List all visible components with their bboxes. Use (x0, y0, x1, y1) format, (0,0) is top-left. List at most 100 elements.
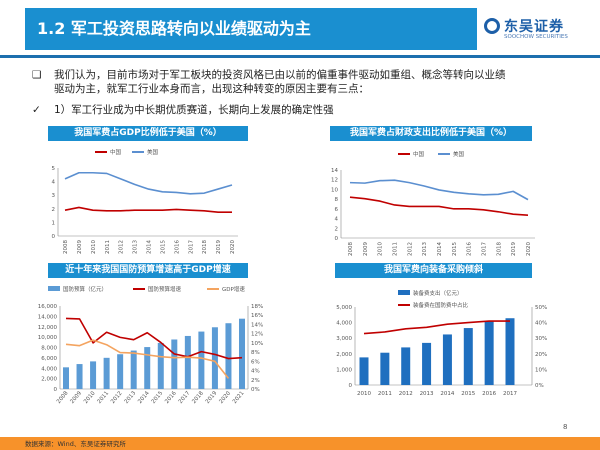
y-tick-label: 2,000 (336, 352, 352, 358)
x-tick-label: 2014 (440, 391, 454, 397)
x-tick-label: 2013 (133, 240, 139, 254)
x-tick-label: 2013 (422, 242, 428, 256)
y2-tick-label: 16% (251, 313, 263, 319)
y-tick-label: 6 (335, 207, 339, 213)
y-tick-label: 4,000 (41, 366, 57, 372)
x-tick-label: 2017 (482, 242, 488, 256)
y-tick-label: 12,000 (38, 325, 58, 331)
y2-tick-label: 8% (251, 350, 260, 356)
y-tick-label: 4 (52, 180, 56, 186)
y-tick-label: 1,000 (336, 367, 352, 373)
y-tick-label: 2 (52, 207, 56, 213)
bar (225, 323, 232, 389)
x-tick-label: 2010 (83, 390, 97, 405)
legend-label: 中国 (110, 148, 122, 156)
y2-tick-label: 0% (535, 383, 544, 389)
x-tick-label: 2009 (363, 242, 369, 256)
y2-tick-label: 12% (251, 332, 263, 338)
y-tick-label: 10 (331, 187, 338, 193)
y-tick-label: 3 (52, 193, 56, 199)
bar (380, 352, 390, 385)
bar (484, 321, 494, 385)
x-tick-label: 2009 (69, 390, 83, 405)
y-tick-label: 0 (52, 234, 56, 240)
page-number: 8 (563, 423, 568, 431)
x-tick-label: 2008 (348, 242, 354, 256)
bar (157, 342, 164, 389)
legend-label: 中国 (413, 150, 425, 158)
chart3-title: 近十年来我国国防预算增速高于GDP增速 (48, 263, 248, 278)
logo-mark-icon (484, 18, 500, 34)
y2-tick-label: 0% (251, 387, 260, 393)
series-line-0 (349, 196, 529, 216)
y-tick-label: 12 (331, 178, 338, 184)
y2-tick-label: 20% (535, 352, 547, 358)
x-tick-label: 2018 (191, 390, 205, 405)
bar (239, 318, 245, 389)
y2-tick-label: 14% (251, 322, 263, 328)
bar (442, 334, 452, 385)
y-tick-label: 16,000 (38, 304, 58, 310)
check-text: 1）军工行业成为中长期优质赛道，长期向上发展的确定性强 (54, 104, 334, 116)
x-tick-label: 2010 (357, 391, 371, 397)
bar (184, 335, 191, 389)
chart1-title: 我国军费占GDP比例低于美国（%） (48, 126, 248, 141)
x-tick-label: 2015 (452, 242, 458, 256)
footer-bar: 数据来源：Wind、东吴证券研究所 (0, 437, 600, 450)
header-divider (0, 55, 600, 58)
y-tick-label: 4 (335, 217, 339, 223)
x-tick-label: 2020 (526, 242, 532, 256)
x-tick-label: 2019 (205, 390, 219, 405)
bullet-text-cont: 驱动为主，就军工行业本身而言，出现这种转变的原因主要有三点： (54, 83, 369, 95)
x-tick-label: 2011 (378, 391, 392, 397)
x-tick-label: 2020 (230, 240, 236, 254)
bar (117, 354, 124, 389)
legend-label: 国防预算增速 (148, 285, 182, 293)
y-tick-label: 6,000 (41, 356, 57, 362)
bar (144, 347, 151, 389)
legend-label: 国防预算（亿元） (63, 285, 107, 293)
bar (198, 331, 205, 389)
logo-subtext: SOOCHOW SECURITIES (504, 34, 568, 40)
y-tick-label: 10,000 (38, 335, 58, 341)
bar (76, 364, 83, 389)
x-tick-label: 2014 (137, 390, 151, 405)
x-tick-label: 2015 (461, 391, 475, 397)
y2-tick-label: 6% (251, 359, 260, 365)
legend-label: 美国 (147, 148, 159, 156)
check-bullet-icon: ✓ (32, 104, 41, 116)
x-tick-label: 2014 (147, 240, 153, 254)
bar (505, 318, 515, 385)
x-tick-label: 2017 (503, 391, 517, 397)
x-tick-label: 2011 (393, 242, 399, 256)
legend-swatch (398, 290, 410, 295)
x-tick-label: 2019 (511, 242, 517, 256)
legend-label: 装备费支出（亿元） (413, 289, 463, 297)
x-tick-label: 2010 (91, 240, 97, 254)
chart2-title: 我国军费占财政支出比例低于美国（%） (330, 126, 532, 141)
y-tick-label: 1 (52, 220, 56, 226)
series-line-1 (363, 320, 510, 335)
x-tick-label: 2017 (188, 240, 194, 254)
bar (103, 357, 110, 389)
x-tick-label: 2012 (399, 391, 413, 397)
slide-title: 1.2 军工投资思路转向以业绩驱动为主 (25, 8, 477, 50)
y2-tick-label: 2% (251, 378, 260, 384)
y2-tick-label: 10% (535, 367, 547, 373)
y-tick-label: 8,000 (41, 346, 57, 352)
series-line-0 (64, 206, 232, 213)
bar (401, 347, 411, 385)
series-line-2 (65, 339, 230, 379)
y-tick-label: 3,000 (336, 336, 352, 342)
x-tick-label: 2009 (77, 240, 83, 254)
x-tick-label: 2011 (105, 240, 111, 254)
logo-text: 东吴证券 (504, 19, 564, 35)
x-tick-label: 2018 (496, 242, 502, 256)
logo: 东吴证券 SOOCHOW SECURITIES (484, 16, 584, 46)
x-tick-label: 2012 (119, 240, 125, 254)
x-tick-label: 2008 (63, 240, 69, 254)
legend-label: GDP增速 (222, 285, 245, 293)
y-tick-label: 14 (331, 168, 338, 174)
bar (359, 357, 369, 385)
bar (211, 327, 218, 389)
